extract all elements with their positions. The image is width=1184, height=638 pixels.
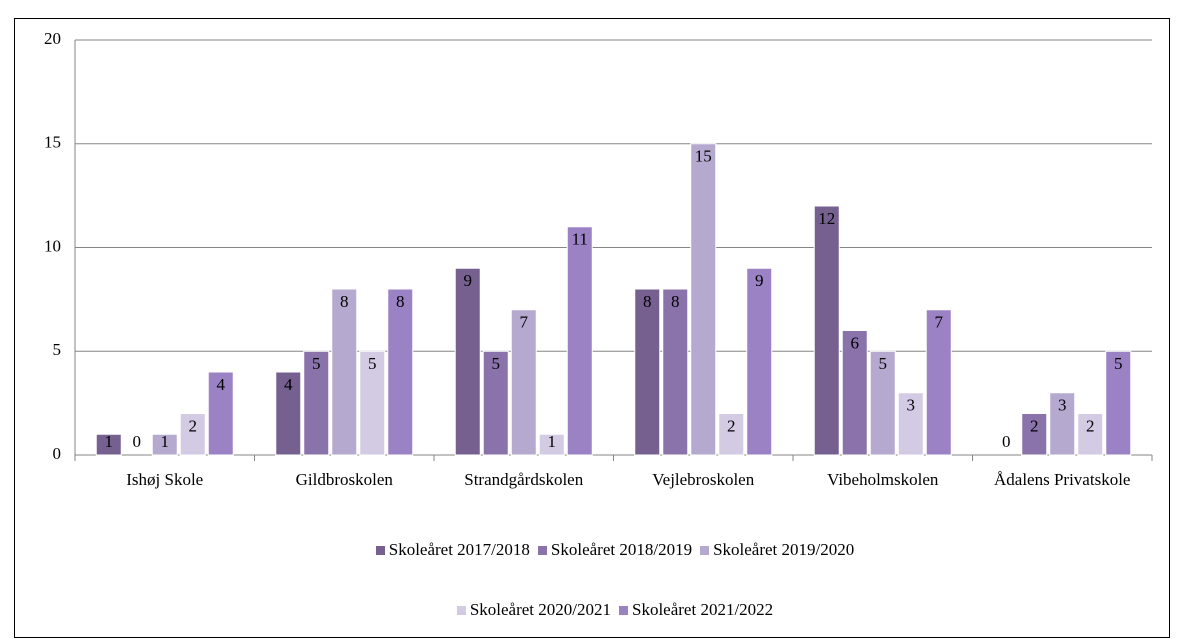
data-label: 5	[1114, 354, 1123, 373]
data-label: 8	[396, 292, 405, 311]
data-label: 6	[851, 333, 860, 352]
data-label: 2	[727, 416, 736, 435]
legend-swatch	[537, 545, 547, 555]
data-label: 1	[548, 432, 557, 451]
bar	[897, 392, 924, 456]
legend-swatch	[456, 605, 466, 615]
legend-item: Skoleåret 2017/2018	[375, 540, 530, 560]
y-tick-label: 20	[44, 29, 61, 48]
data-label: 5	[312, 354, 321, 373]
bar	[538, 433, 565, 456]
data-label: 0	[1002, 432, 1011, 451]
data-label: 2	[1086, 416, 1095, 435]
x-tick-label: Ishøj Skole	[126, 470, 204, 489]
data-label: 3	[1058, 396, 1067, 415]
bar	[1021, 413, 1048, 456]
bar	[662, 288, 689, 456]
bar	[1077, 413, 1104, 456]
bar	[718, 413, 745, 456]
data-label: 0	[133, 432, 142, 451]
data-label: 7	[520, 313, 529, 332]
legend-label: Skoleåret 2017/2018	[388, 540, 530, 559]
data-label: 8	[643, 292, 652, 311]
legend-swatch	[375, 545, 385, 555]
y-tick-label: 5	[53, 340, 62, 359]
bar	[869, 350, 896, 456]
legend-label: Skoleåret 2021/2022	[632, 600, 774, 619]
legend-swatch	[619, 605, 628, 615]
x-tick-label: Ådalens Privatskole	[994, 470, 1131, 489]
data-label: 9	[755, 271, 764, 290]
bar	[690, 143, 717, 456]
data-label: 8	[340, 292, 349, 311]
legend-label: Skoleåret 2020/2021	[469, 600, 611, 619]
data-label: 2	[189, 416, 198, 435]
data-label: 15	[695, 147, 712, 166]
y-tick-label: 10	[44, 236, 61, 255]
bar	[303, 350, 330, 456]
bar	[179, 413, 206, 456]
x-tick-label: Vejlebroskolen	[652, 470, 755, 489]
bar	[746, 267, 773, 456]
legend-label: Skoleåret 2018/2019	[550, 540, 693, 559]
data-label: 11	[572, 230, 588, 249]
bar	[95, 433, 122, 456]
x-tick-label: Gildbroskolen	[295, 470, 393, 489]
bar	[275, 371, 302, 456]
data-label: 5	[492, 354, 501, 373]
bar	[482, 350, 509, 456]
bar	[813, 205, 840, 456]
y-tick-label: 15	[44, 133, 61, 152]
data-label: 5	[368, 354, 377, 373]
bar	[925, 309, 952, 456]
data-label: 1	[161, 432, 170, 451]
y-tick-label: 0	[53, 444, 62, 463]
data-label: 1	[105, 432, 114, 451]
bar	[634, 288, 661, 456]
bar	[331, 288, 358, 456]
bar	[387, 288, 414, 456]
bar	[1105, 350, 1132, 456]
legend-item: Skoleåret 2021/2022	[619, 600, 773, 620]
bar	[566, 226, 593, 456]
data-label: 2	[1030, 416, 1039, 435]
bar	[1049, 392, 1076, 456]
data-label: 12	[818, 209, 835, 228]
bar	[359, 350, 386, 456]
bar	[841, 330, 868, 456]
bar	[207, 371, 234, 456]
legend-item: Skoleåret 2019/2020	[700, 540, 854, 560]
legend-swatch	[700, 545, 710, 555]
bar	[510, 309, 537, 456]
legend-item: Skoleåret 2018/2019	[537, 540, 693, 560]
x-tick-label: Vibeholmskolen	[827, 470, 939, 489]
x-tick-label: Strandgårdskolen	[464, 470, 584, 489]
bar	[454, 267, 481, 456]
data-label: 4	[217, 375, 226, 394]
legend-label: Skoleåret 2019/2020	[713, 540, 855, 559]
data-label: 3	[907, 396, 916, 415]
legend-item: Skoleåret 2020/2021	[456, 600, 611, 620]
legend: Skoleåret 2017/2018 Skoleåret 2018/2019 Sk…	[270, 540, 960, 620]
data-label: 4	[284, 375, 293, 394]
data-label: 8	[671, 292, 680, 311]
data-label: 9	[464, 271, 473, 290]
data-label: 5	[879, 354, 888, 373]
bar	[151, 433, 178, 456]
data-label: 7	[935, 313, 944, 332]
